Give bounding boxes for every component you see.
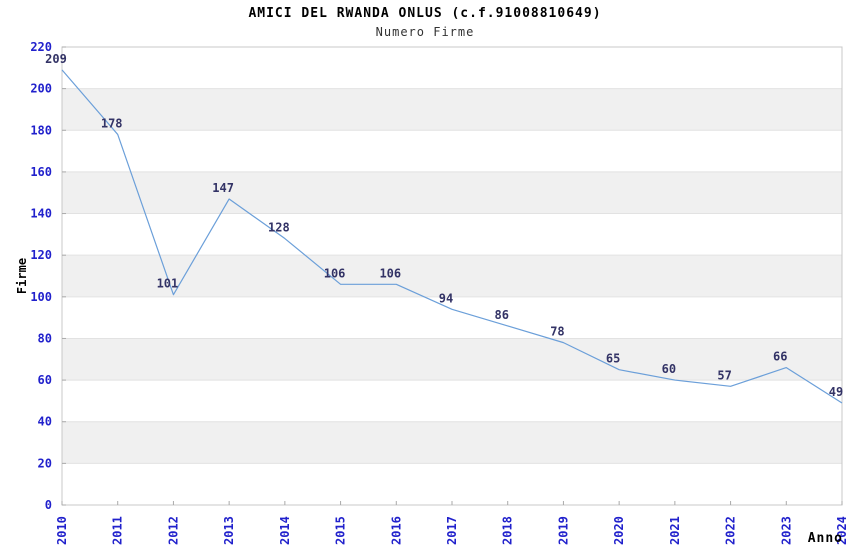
y-tick-label: 80 bbox=[38, 331, 52, 345]
point-label: 106 bbox=[324, 266, 346, 280]
x-tick-label: 2023 bbox=[779, 516, 793, 545]
y-tick-label: 180 bbox=[30, 123, 52, 137]
band bbox=[62, 421, 842, 464]
y-tick-label: 220 bbox=[30, 40, 52, 54]
y-tick-label: 60 bbox=[38, 373, 52, 387]
x-tick-label: 2016 bbox=[389, 516, 403, 545]
point-label: 178 bbox=[101, 116, 123, 130]
y-axis-title: Firme bbox=[15, 258, 29, 294]
point-label: 209 bbox=[45, 52, 67, 66]
x-axis-title: Anno bbox=[808, 531, 843, 546]
point-labels-layer: 209 178 101 147 128 106 106 94 86 78 65 60 57 66 49 bbox=[45, 52, 843, 399]
y-tick-label: 100 bbox=[30, 290, 52, 304]
x-tick-label: 2011 bbox=[111, 516, 125, 545]
x-tick-label: 2022 bbox=[724, 516, 738, 545]
chart-subtitle: Numero Firme bbox=[375, 25, 475, 39]
x-tick-label: 2018 bbox=[501, 516, 515, 545]
series-layer bbox=[61, 69, 843, 404]
x-tick-label: 2019 bbox=[556, 516, 570, 545]
y-tick-label: 160 bbox=[30, 165, 52, 179]
y-tick-label: 200 bbox=[30, 82, 52, 96]
x-tick-label: 2012 bbox=[166, 516, 180, 545]
x-tick-label: 2021 bbox=[668, 516, 682, 545]
series-line bbox=[61, 69, 843, 404]
y-tick-labels-layer: 0 20 40 60 80 100 120 140 160 180 200 220 bbox=[30, 40, 52, 512]
y-tick-label: 120 bbox=[30, 248, 52, 262]
band-layer bbox=[62, 88, 842, 464]
y-tick-label: 40 bbox=[38, 415, 52, 429]
point-label: 60 bbox=[662, 362, 676, 376]
x-tick-labels-layer: 2010 2011 2012 2013 2014 2015 2016 2017 2018 2019… bbox=[55, 516, 849, 545]
x-tick-label: 2020 bbox=[612, 516, 626, 545]
band bbox=[62, 338, 842, 381]
point-label: 49 bbox=[829, 385, 843, 399]
x-tick-label: 2024 bbox=[835, 516, 849, 545]
x-tick-label: 2013 bbox=[222, 516, 236, 545]
x-tick-label: 2015 bbox=[334, 516, 348, 545]
band bbox=[62, 88, 842, 131]
point-label: 78 bbox=[550, 325, 564, 339]
chart-title: AMICI DEL RWANDA ONLUS (c.f.91008810649) bbox=[248, 6, 602, 21]
point-label: 106 bbox=[379, 266, 401, 280]
point-label: 86 bbox=[494, 308, 508, 322]
point-label: 101 bbox=[157, 277, 179, 291]
point-label: 147 bbox=[212, 181, 234, 195]
y-tick-label: 0 bbox=[45, 498, 52, 512]
band bbox=[62, 171, 842, 214]
x-tick-label: 2017 bbox=[445, 516, 459, 545]
grid-layer bbox=[62, 88, 842, 464]
point-label: 128 bbox=[268, 221, 290, 235]
x-tick-label: 2010 bbox=[55, 516, 69, 545]
point-label: 65 bbox=[606, 352, 620, 366]
point-label: 57 bbox=[717, 368, 731, 382]
point-label: 94 bbox=[439, 291, 453, 305]
tick-marks-layer bbox=[61, 46, 843, 506]
x-tick-label: 2014 bbox=[278, 516, 292, 545]
y-tick-label: 140 bbox=[30, 207, 52, 221]
y-tick-label: 20 bbox=[38, 456, 52, 470]
point-label: 66 bbox=[773, 350, 787, 364]
